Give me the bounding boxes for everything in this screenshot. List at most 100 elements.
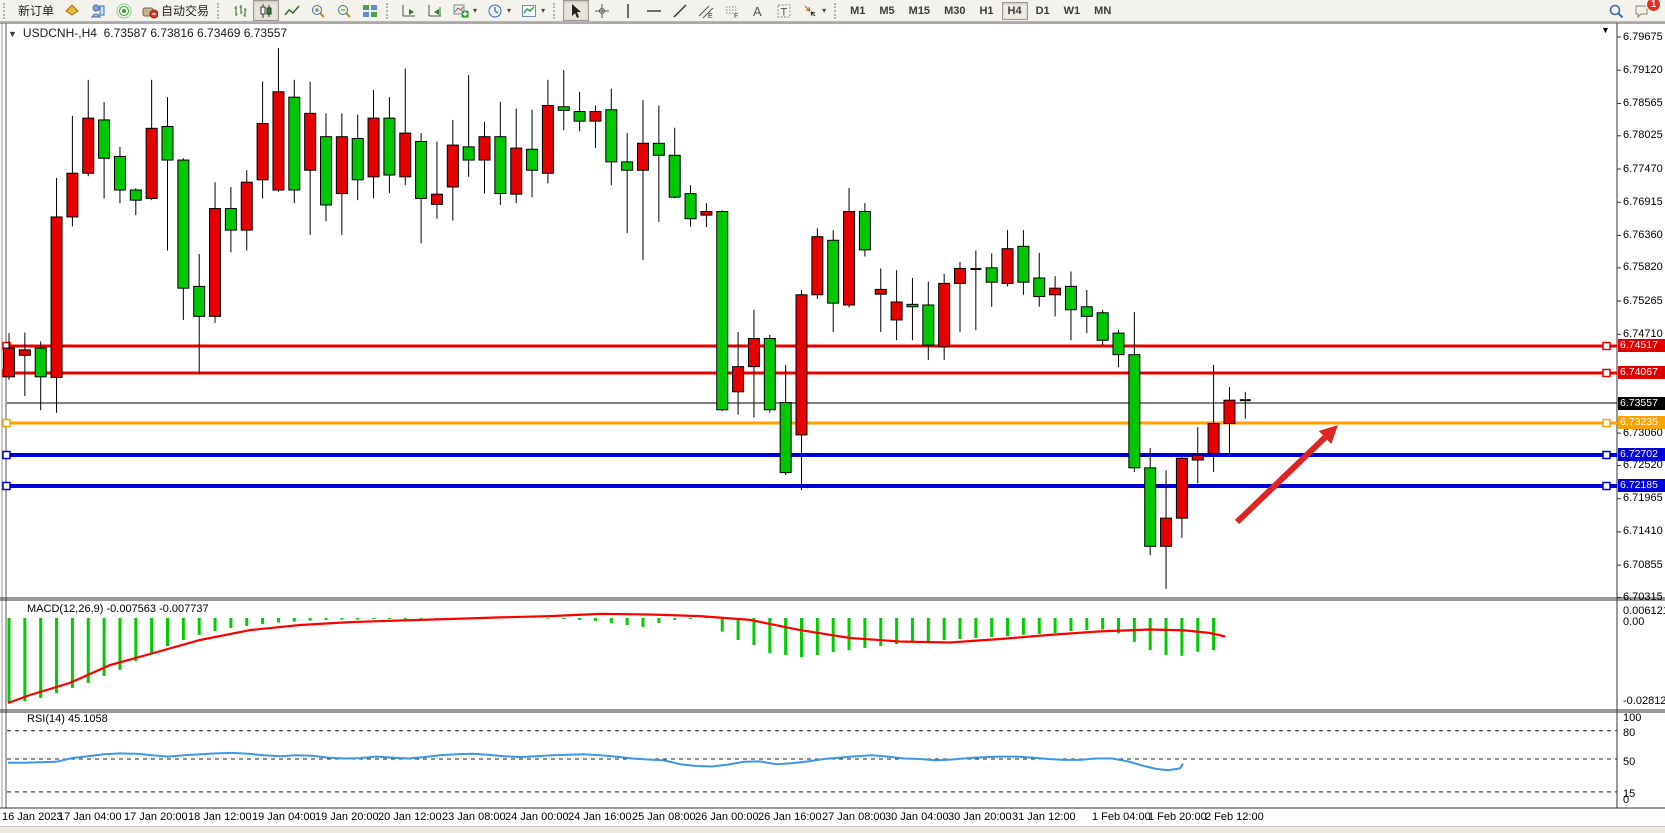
line-chart-mode-icon[interactable] [279,0,305,21]
text-label-tool-icon[interactable]: T [771,0,797,21]
cursor-icon[interactable] [563,0,590,21]
timeframe-button-h4[interactable]: H4 [1001,1,1028,20]
candle-body-down [478,136,491,161]
candle-body-up [526,148,539,171]
dropdown-caret-icon: ▾ [541,6,546,15]
toolbar-grip[interactable] [3,2,10,19]
dropdown-caret-icon: ▾ [822,6,827,15]
price-line-badge: 6.74067 [1618,366,1665,380]
candle-body-up [557,106,570,111]
candle-body-down [50,216,63,378]
macd-values: -0.007563 -0.007737 [106,603,209,615]
candle-body-up [415,140,428,199]
candle-body-up [1112,332,1125,356]
candlestick-mode-icon[interactable] [253,0,280,21]
templates-button[interactable]: ▾ [516,0,550,21]
rsi-line [8,751,1184,772]
tile-windows-icon[interactable] [357,0,383,21]
macd-axis-label: 0.006121 [1623,604,1665,617]
equidistant-channel-tool-icon[interactable]: E [693,0,719,21]
line-handle [1602,418,1611,428]
candle-body-up [193,285,206,317]
candle-body-up [1017,245,1030,283]
time-tick-label: 25 Jan 08:00 [632,811,696,823]
svg-text:F: F [734,13,738,19]
rsi-axis-label: 100 [1623,711,1642,724]
timeframe-button-m1[interactable]: M1 [850,4,866,17]
bar-chart-mode-icon[interactable] [227,0,253,21]
candle-body-down [1207,423,1220,454]
price-line-badge: 6.72185 [1618,479,1665,492]
market-watch-icon[interactable] [85,0,111,21]
time-tick-label: 18 Jan 12:00 [188,811,252,823]
candle-body-up [1144,467,1157,547]
toolbar-grip[interactable] [217,2,224,19]
search-icon[interactable] [1603,0,1629,21]
candle-body-up [129,189,142,201]
candle-body-down [874,288,887,295]
trendline-tool-icon[interactable] [667,0,693,21]
dropdown-caret-icon: ▾ [507,6,512,15]
status-bar [0,826,1665,833]
line-handle [2,418,11,428]
toolbar-grip[interactable] [834,2,841,19]
candle-body-up [827,239,840,304]
line-handle [1602,341,1611,351]
auto-trading-button[interactable]: 自动交易 [137,0,214,21]
notifications-button[interactable]: 1 [1629,0,1661,21]
timeframe-button-h1[interactable]: H1 [979,4,994,17]
chart-title: ▼ USDCNH-,H4 6.73587 6.73816 6.73469 6.73… [8,26,287,40]
candle-body-up [573,111,586,122]
scroll-to-end-icon[interactable]: ▼ [1601,25,1610,35]
price-tick-label: 6.72520 [1623,458,1663,471]
candle-body-up [858,211,871,251]
signal-icon[interactable] [111,0,137,21]
timeframe-button-m15[interactable]: M15 [908,4,931,17]
candle-body-down [541,105,554,174]
svg-text:A: A [753,4,762,19]
candle-body-down [1160,517,1173,547]
periods-button[interactable]: ▾ [482,0,516,21]
main-toolbar: 新订单 自动交易 [0,0,1665,22]
timeframe-button-d1[interactable]: D1 [1035,4,1050,17]
chart-shift-icon[interactable] [422,0,448,21]
timeframe-button-mn[interactable]: MN [1094,4,1112,17]
toolbar-grip[interactable] [386,2,393,19]
price-line-badge: 6.73557 [1618,396,1665,410]
time-tick-label: 26 Jan 16:00 [758,811,822,823]
arrows-tool-button[interactable]: ▾ [797,0,831,21]
candle-body-up [1080,306,1093,317]
toolbar-grip[interactable] [553,2,560,19]
new-order-button[interactable]: 新订单 [13,0,59,21]
time-tick-label: 1 Feb 20:00 [1148,811,1207,823]
indicators-button[interactable]: ▾ [448,0,482,21]
crosshair-icon[interactable] [589,0,615,21]
fibonacci-tool-icon[interactable]: F [719,0,745,21]
price-line-badge: 6.72702 [1618,448,1665,462]
candle-body-up [1033,277,1046,298]
candle-body-up [684,193,697,220]
zoom-in-icon[interactable] [305,0,331,21]
time-tick-label: 17 Jan 04:00 [58,811,122,823]
text-tool-icon[interactable]: A [745,0,771,21]
auto-scroll-icon[interactable] [396,0,422,21]
seal-icon[interactable] [59,0,85,21]
candle-body-down [795,294,808,436]
price-tick-label: 6.76360 [1623,229,1663,241]
candle-body-down [510,147,523,195]
horizontal-line-tool-icon[interactable] [641,0,667,21]
price-tick-label: 6.76915 [1623,195,1663,208]
zoom-out-icon[interactable] [331,0,357,21]
price-tick-label: 6.71410 [1623,525,1663,538]
candle-body-down [82,117,95,174]
collapse-triangle-icon[interactable]: ▼ [8,29,17,39]
timeframe-button-m30[interactable]: M30 [944,4,966,17]
candle-body-up [716,211,729,411]
candle-body-down [367,117,380,178]
timeframe-button-w1[interactable]: W1 [1063,4,1081,17]
candle-body-up [763,337,776,411]
timeframe-button-m5[interactable]: M5 [879,4,895,17]
rsi-axis-label: 80 [1623,726,1636,739]
vertical-line-tool-icon[interactable] [615,0,641,21]
